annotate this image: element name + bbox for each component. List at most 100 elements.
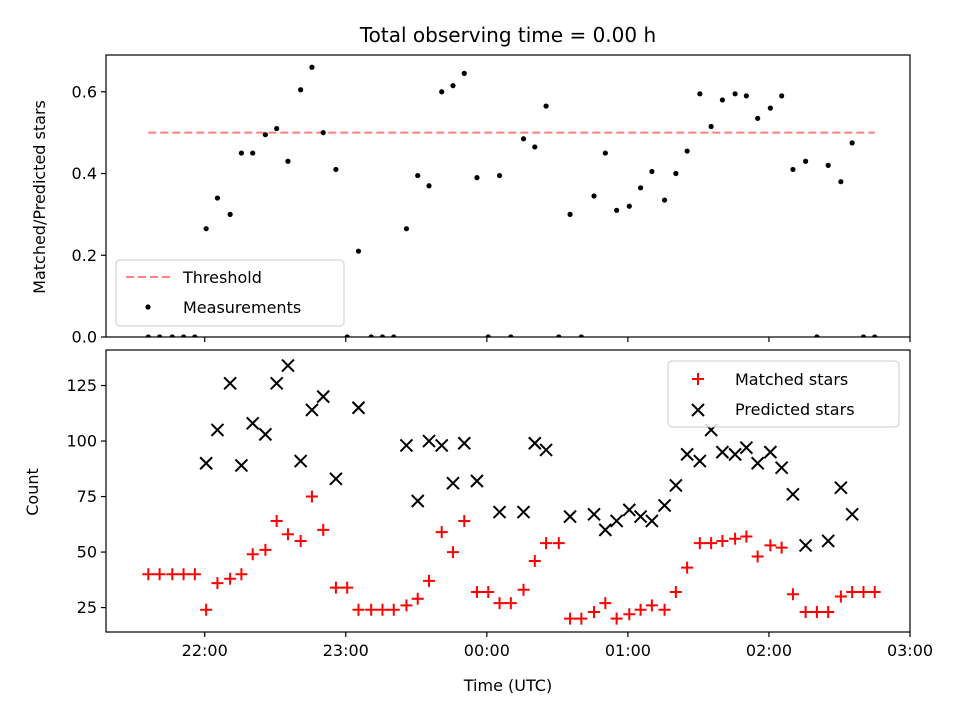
predicted-point-22 <box>528 436 542 450</box>
predicted-point-37 <box>728 447 742 462</box>
legend-measurements-label: Measurements <box>183 298 301 317</box>
matched-point-9 <box>246 548 259 561</box>
measurement-point-46 <box>684 148 690 154</box>
predicted-point-43 <box>798 538 813 553</box>
top-legend: Threshold Measurements <box>115 259 345 327</box>
matched-point-34 <box>540 537 553 550</box>
matched-point-3 <box>177 568 190 581</box>
measurement-point-5 <box>203 226 209 232</box>
predicted-point-44 <box>821 534 835 548</box>
predicted-point-26 <box>598 523 613 537</box>
matched-point-61 <box>857 586 870 599</box>
bottom-xtick-label-4: 02:00 <box>746 641 792 660</box>
measurement-point-51 <box>743 93 749 99</box>
top-data-area <box>145 64 878 337</box>
bottom-data-area <box>142 358 881 625</box>
predicted-point-39 <box>750 456 765 470</box>
measurement-point-29 <box>485 334 491 337</box>
predicted-point-10 <box>316 389 330 404</box>
matched-point-24 <box>423 574 436 587</box>
measurement-point-61 <box>860 334 867 337</box>
measurement-point-4 <box>192 334 198 337</box>
top-ytick-label-2: 0.4 <box>72 164 97 183</box>
bottom-xlabel: Time (UTC) <box>463 676 552 695</box>
measurement-point-55 <box>790 166 796 173</box>
measurement-point-2 <box>169 334 175 337</box>
matched-point-13 <box>294 534 307 547</box>
chart-title: Total observing time = 0.00 h <box>359 23 656 47</box>
matched-point-42 <box>634 603 647 616</box>
matched-point-37 <box>575 612 588 625</box>
matched-point-49 <box>716 534 729 547</box>
measurement-point-30 <box>496 172 503 179</box>
matched-point-32 <box>517 583 530 596</box>
predicted-point-38 <box>739 440 754 455</box>
predicted-point-20 <box>492 505 507 519</box>
predicted-point-11 <box>329 472 343 486</box>
predicted-point-1 <box>210 423 225 437</box>
matched-point-39 <box>599 597 612 610</box>
measurement-point-14 <box>309 64 315 70</box>
top-ytick-label-1: 0.2 <box>72 246 97 265</box>
legend-matched-label: Matched stars <box>735 370 848 389</box>
measurement-point-52 <box>755 115 761 121</box>
predicted-point-13 <box>399 438 414 453</box>
matched-point-22 <box>400 599 413 612</box>
measurement-point-36 <box>567 211 573 217</box>
legend-threshold-label: Threshold <box>182 268 262 287</box>
matched-point-2 <box>166 568 179 581</box>
predicted-point-19 <box>470 474 484 488</box>
legend-predicted-label: Predicted stars <box>735 400 855 419</box>
top-legend-box <box>115 259 345 327</box>
matched-point-7 <box>224 572 237 585</box>
measurement-point-24 <box>426 183 432 189</box>
matched-point-44 <box>658 603 671 616</box>
bottom-ytick-label-2: 75 <box>77 487 97 506</box>
measurement-point-39 <box>602 150 608 156</box>
matched-point-21 <box>387 603 400 616</box>
matched-point-47 <box>693 537 706 550</box>
bottom-legend-box <box>667 360 900 428</box>
matched-point-59 <box>834 590 847 603</box>
predicted-point-25 <box>587 507 601 522</box>
matched-point-14 <box>305 490 318 503</box>
measurement-point-54 <box>779 93 785 99</box>
measurement-point-3 <box>180 334 187 337</box>
legend-measurements-swatch <box>145 304 151 310</box>
measurement-point-37 <box>578 334 584 337</box>
bottom-xtick-label-5: 03:00 <box>887 641 933 660</box>
bottom-xtick-label-2: 00:00 <box>464 641 510 660</box>
bottom-ytick-label-0: 25 <box>77 598 97 617</box>
bottom-frame <box>105 349 911 633</box>
measurement-point-15 <box>320 130 326 136</box>
measurement-point-33 <box>532 144 538 150</box>
measurement-point-21 <box>391 334 397 337</box>
measurement-point-56 <box>803 158 809 164</box>
measurement-point-16 <box>333 166 339 173</box>
measurement-point-17 <box>344 334 350 337</box>
predicted-point-31 <box>657 498 672 513</box>
matched-point-16 <box>329 581 342 594</box>
matched-point-52 <box>751 550 764 563</box>
measurement-point-57 <box>814 334 820 337</box>
matched-point-58 <box>822 606 835 619</box>
matched-point-27 <box>458 514 471 527</box>
predicted-point-23 <box>539 443 553 457</box>
matched-point-46 <box>681 561 694 574</box>
measurement-point-59 <box>838 179 844 185</box>
predicted-point-24 <box>563 509 577 524</box>
measurement-point-44 <box>661 197 668 203</box>
predicted-point-6 <box>269 376 284 391</box>
matched-point-53 <box>764 539 777 552</box>
matched-point-20 <box>376 603 389 616</box>
measurement-point-10 <box>262 132 268 138</box>
matched-point-54 <box>775 541 788 554</box>
measurement-point-43 <box>649 168 655 175</box>
matched-point-48 <box>705 537 718 550</box>
matched-point-6 <box>211 577 224 590</box>
matched-point-30 <box>493 597 506 610</box>
matched-point-5 <box>200 603 213 616</box>
measurement-point-12 <box>285 158 291 164</box>
predicted-point-3 <box>234 458 249 473</box>
predicted-point-40 <box>763 445 778 459</box>
